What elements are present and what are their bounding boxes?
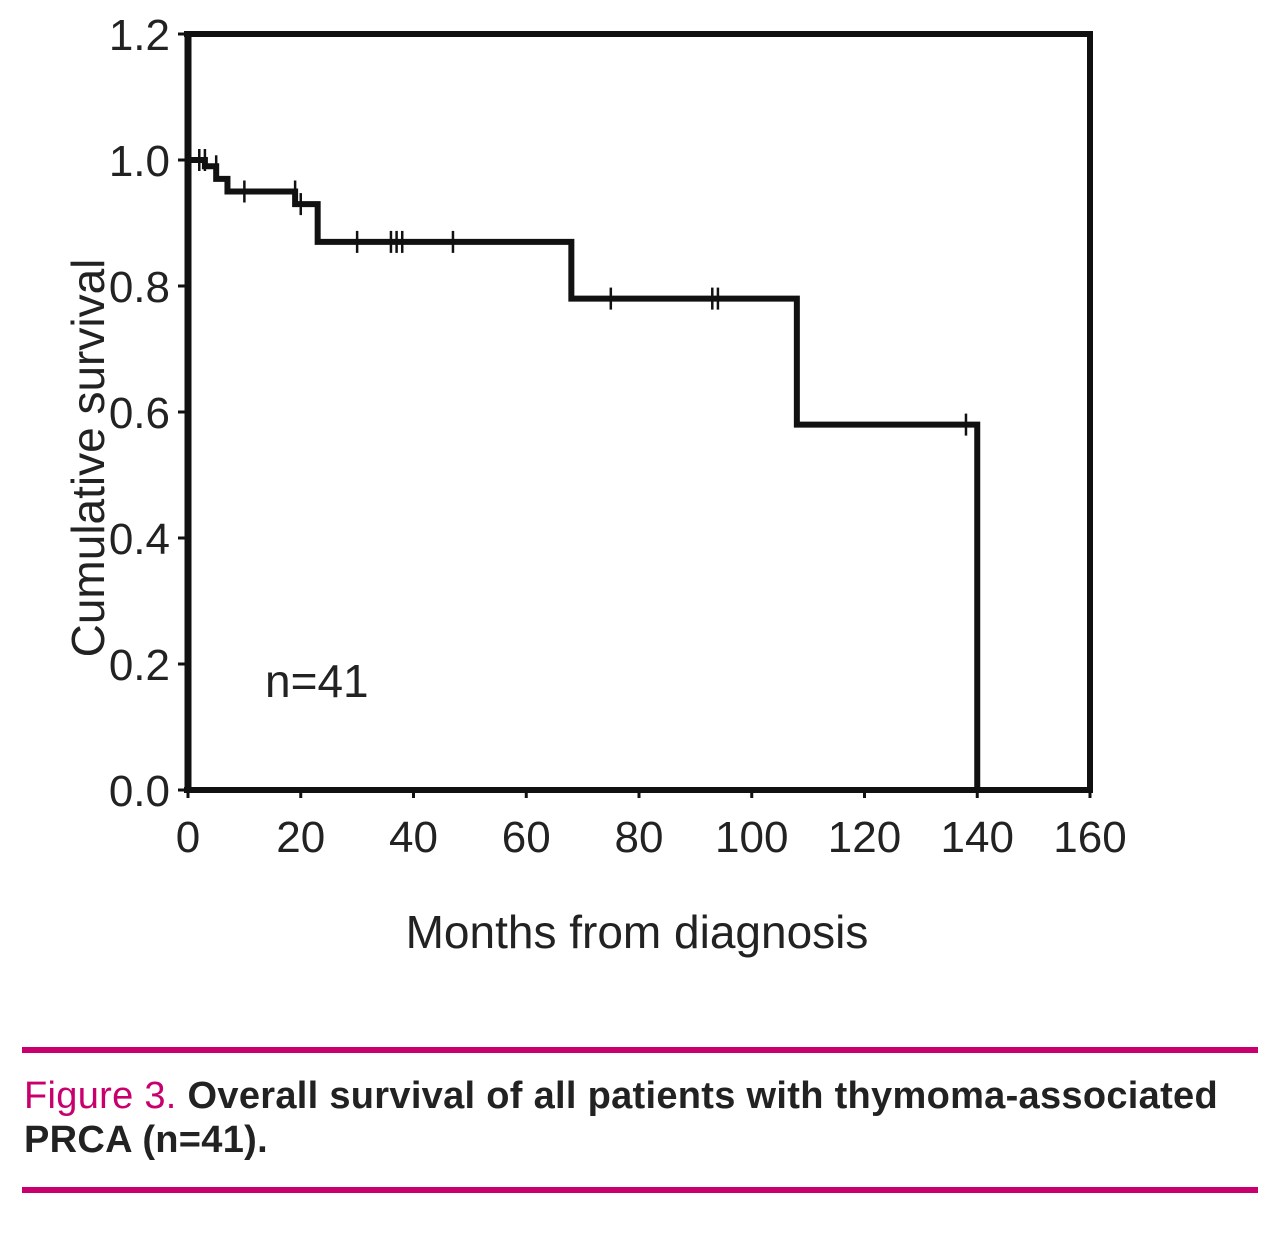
y-tick-label: 0.6: [109, 389, 170, 438]
x-tick-label: 160: [1053, 813, 1126, 862]
x-tick-label: 120: [828, 813, 901, 862]
censor-marks-group: [198, 149, 968, 436]
y-tick-label: 0.4: [109, 515, 170, 564]
survival-step-line: [188, 157, 981, 790]
y-tick-label: 1.0: [109, 137, 170, 186]
x-tick-label: 20: [276, 813, 325, 862]
y-axis-title: Cumulative survival: [62, 259, 114, 658]
y-tick-label: 0.8: [109, 263, 170, 312]
y-tick-label: 0.2: [109, 641, 170, 690]
sample-size-annotation: n=41: [265, 655, 369, 707]
caption-text: Overall survival of all patients with th…: [24, 1075, 1218, 1161]
series-group: [188, 157, 981, 790]
x-tick-label: 0: [176, 813, 200, 862]
caption-label: Figure 3.: [24, 1075, 177, 1117]
x-tick-label: 40: [389, 813, 438, 862]
tick-labels-group: 0 20 40 60 80 100 120 140 160 0.0 0.2 0.4 0.6 0.8 1.0 1…: [109, 11, 1127, 862]
caption-bottom-rule: [22, 1187, 1258, 1193]
x-axis-title: Months from diagnosis: [406, 906, 869, 958]
y-tick-label: 0.0: [109, 767, 170, 816]
x-tick-label: 100: [715, 813, 788, 862]
x-tick-label: 80: [615, 813, 664, 862]
caption-top-rule: [22, 1047, 1258, 1053]
survival-chart: 0 20 40 60 80 100 120 140 160 0.0 0.2 0.4 0.6 0.8 1.0 1…: [62, 11, 1127, 958]
x-tick-label: 60: [502, 813, 551, 862]
y-tick-label: 1.2: [109, 11, 170, 60]
figure-caption: Figure 3. Overall survival of all patien…: [24, 1074, 1264, 1162]
x-tick-label: 140: [941, 813, 1014, 862]
